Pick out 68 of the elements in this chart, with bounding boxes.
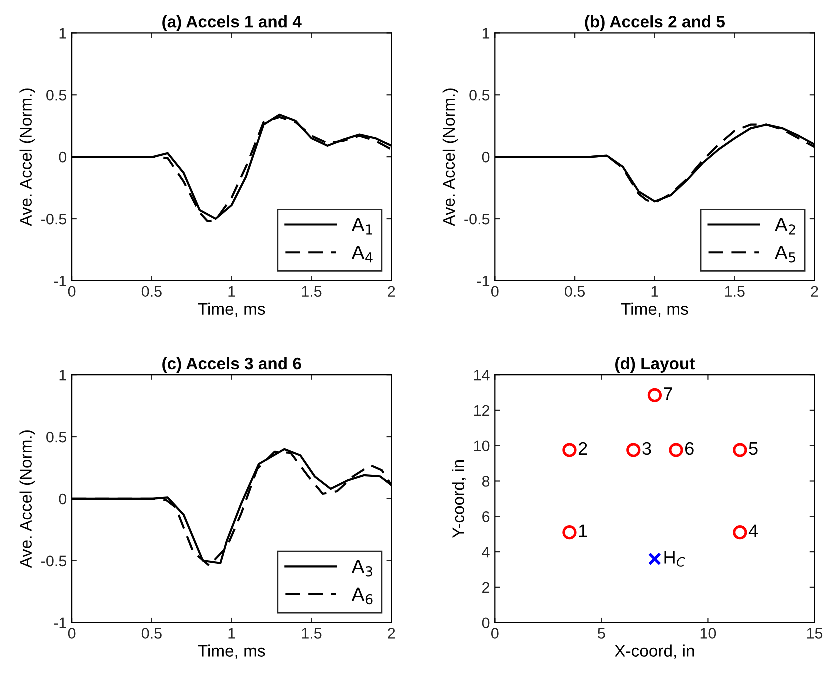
chart-title: (d) Layout — [616, 357, 696, 373]
chart-title: (b) Accels 2 and 5 — [585, 16, 726, 32]
x-tick-label: 0.5 — [565, 286, 586, 298]
y-tick-label: 4 — [482, 547, 490, 558]
x-tick-label: 5 — [598, 628, 606, 639]
y-tick-label: 1 — [482, 28, 490, 39]
y-tick-label: 2 — [482, 582, 490, 593]
x-tick-label: 1.5 — [725, 286, 745, 298]
x-tick-label: 0.5 — [142, 628, 162, 639]
x-tick-label: 0 — [68, 286, 76, 298]
x-tick-label: 10 — [700, 628, 716, 639]
y-axis-title: Ave. Accel (Norm.) — [20, 88, 36, 226]
y-tick-label: 8 — [482, 476, 490, 487]
chart-title: (a) Accels 1 and 4 — [162, 16, 302, 32]
y-tick-label: 6 — [482, 512, 490, 522]
x-tick-label: 1 — [228, 286, 236, 297]
y-tick-label: -0.5 — [42, 556, 67, 567]
y-tick-label: 1 — [60, 370, 66, 381]
x-axis-title: Time, ms — [198, 644, 266, 659]
x-tick-label: 1.5 — [302, 628, 322, 639]
annotation: 3 — [642, 442, 652, 456]
y-tick-label: 0 — [482, 152, 490, 163]
y-tick-label: 0.5 — [470, 90, 490, 101]
x-tick-label: 0 — [491, 628, 499, 639]
legend-label: A$_{5}$ — [774, 246, 796, 263]
y-tick-label: 1 — [60, 28, 66, 39]
annotation: 1 — [579, 524, 588, 538]
x-tick-label: 0 — [68, 628, 76, 639]
x-tick-label: 0 — [491, 286, 499, 298]
x-axis-title: Time, ms — [198, 302, 266, 318]
legend-label: A$_{3}$ — [352, 560, 373, 577]
y-tick-label: -0.5 — [42, 214, 67, 225]
x-axis-title: Time, ms — [621, 302, 688, 318]
annotation: 2 — [578, 442, 588, 455]
x-tick-label: 0.5 — [142, 286, 162, 298]
annotation: 5 — [749, 442, 758, 456]
x-axis-title: X-coord, in — [615, 644, 694, 659]
y-tick-label: -0.5 — [464, 214, 490, 225]
y-tick-label: 0.5 — [46, 432, 67, 443]
y-axis-title: Y-coord, in — [452, 460, 466, 538]
x-tick-label: 2 — [811, 286, 818, 297]
legend-label: A$_{1}$ — [352, 218, 372, 235]
y-tick-label: 0 — [59, 494, 67, 505]
y-axis-title: Ave. Accel (Norm.) — [20, 430, 36, 568]
annotation: 4 — [748, 524, 758, 538]
x-tick-label: 1 — [228, 628, 236, 639]
y-tick-label: 0.5 — [46, 90, 67, 101]
y-tick-label: 14 — [474, 370, 490, 381]
annotation: 7 — [664, 388, 672, 400]
y-tick-label: 12 — [474, 405, 490, 416]
annotation: 6 — [686, 442, 694, 456]
x-tick-label: 1.5 — [302, 286, 322, 298]
x-tick-label: 1 — [652, 286, 658, 297]
chart-title: (c) Accels 3 and 6 — [162, 357, 302, 373]
legend-label: A$_{6}$ — [352, 588, 373, 605]
legend-label: A$_{2}$ — [774, 218, 796, 235]
y-tick-label: -1 — [54, 618, 66, 628]
legend-label: A$_{4}$ — [352, 246, 373, 263]
y-axis-title: Ave. Accel (Norm.) — [442, 88, 458, 226]
x-tick-label: 15 — [807, 628, 823, 639]
y-tick-label: 0 — [482, 618, 490, 629]
y-tick-label: -1 — [54, 276, 66, 286]
annotation: H$_{C}$ — [664, 551, 686, 567]
y-tick-label: -1 — [477, 276, 490, 286]
x-tick-label: 2 — [388, 286, 396, 297]
x-tick-label: 2 — [388, 628, 396, 639]
y-tick-label: 10 — [474, 440, 490, 452]
y-tick-label: 0 — [59, 152, 67, 163]
